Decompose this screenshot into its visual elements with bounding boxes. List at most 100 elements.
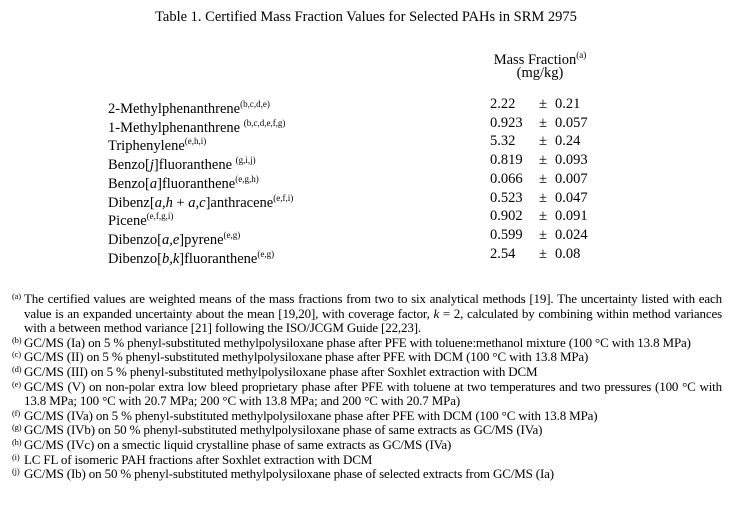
mass-fraction-value: 0.819 [490, 152, 523, 169]
name-segment: Triphenylene [108, 138, 185, 155]
footnote-marks: (b,c,d,e) [240, 99, 270, 109]
footnote-marks: (e,g,h) [235, 173, 259, 184]
plus-minus: ± [539, 152, 547, 169]
mass-fraction-value: 0.599 [490, 226, 523, 243]
name-segment: ]pyrene [179, 231, 224, 248]
plus-minus: ± [539, 208, 547, 225]
footnote: (g) GC/MS (IVb) on 50 % phenyl-substitute… [12, 422, 722, 438]
plus-minus: ± [539, 245, 547, 262]
name-segment: b,k [161, 250, 180, 267]
uncertainty-value: 0.093 [555, 152, 588, 169]
footnote-text: GC/MS (II) on 5 % phenyl-substituted met… [24, 349, 589, 365]
plus-minus: ± [539, 170, 547, 187]
mass-fraction-value: 2.22 [490, 96, 516, 112]
name-segment: a,h [154, 194, 173, 211]
footnote: (a) The certified values are weighted mea… [12, 291, 722, 336]
name-segment: 1-Methylphenanthrene [108, 119, 244, 136]
column-header-unit: (mg/kg) [516, 65, 564, 81]
compound-name: 1-Methylphenanthrene (b,c,d,e,f,g) [108, 114, 285, 138]
footnote-marks: (e,g) [257, 248, 275, 259]
name-segment: Dibenz[ [108, 194, 155, 211]
uncertainty-value: 0.024 [555, 226, 588, 243]
plus-minus: ± [539, 133, 547, 150]
compound-name: Dibenzo[a,e]pyrene(e,g) [108, 226, 240, 250]
table-row: Triphenylene(e,h,i) 5.32 ±0.24 [108, 132, 628, 154]
table-title: Table 1. Certified Mass Fraction Values … [155, 9, 577, 25]
footnote-mark: (e) [12, 378, 21, 389]
footnotes: (a) The certified values are weighted mea… [12, 291, 722, 482]
mass-fraction-value: 5.32 [490, 133, 516, 150]
table-row: 1-Methylphenanthrene (b,c,d,e,f,g) 0.923 ±… [108, 114, 628, 136]
name-segment: Dibenzo[ [108, 231, 162, 248]
table-row: Benzo[a]fluoranthene(e,g,h) 0.066 ±0.007 [108, 170, 628, 192]
name-segment: a,c [188, 194, 206, 211]
name-segment: Picene [108, 213, 147, 230]
table-row: Benzo[j]fluoranthene (g,i,j) 0.819 ±0.093 [108, 151, 628, 173]
name-segment: Benzo[ [108, 175, 150, 192]
footnote-text: GC/MS (Ib) on 50 % phenyl-substituted me… [24, 466, 554, 482]
footnote-text: LC FL of isomeric PAH fractions after So… [24, 451, 373, 467]
uncertainty-value: 0.24 [555, 133, 581, 150]
plus-minus: ± [539, 226, 547, 243]
name-segment: ]fluoranthene [179, 250, 258, 267]
name-segment: ]anthracene [205, 194, 274, 211]
mass-fraction-value: 0.523 [490, 189, 523, 206]
plus-minus: ± [539, 189, 547, 206]
plus-minus: ± [539, 96, 547, 112]
footnote-mark: (d) [12, 363, 22, 374]
name-segment: Benzo[ [108, 156, 150, 173]
footnote: (e) GC/MS (V) on non-polar extra low blee… [12, 378, 722, 409]
footnote-mark: (i) [12, 451, 20, 462]
mass-fraction-value: 0.902 [490, 208, 523, 225]
footnote-text: GC/MS (V) on non-polar extra low bleed p… [24, 378, 722, 409]
header-footnote-mark: (a) [576, 50, 587, 60]
footnote-text: The certified values are weighted means … [24, 291, 722, 336]
table-row: Dibenzo[b,k]fluoranthene(e,g) 2.54 ±0.08 [108, 245, 628, 267]
name-segment: + [172, 194, 189, 211]
compound-name: Benzo[a]fluoranthene(e,g,h) [108, 170, 259, 194]
footnote-text: GC/MS (Ia) on 5 % phenyl-substituted met… [24, 334, 691, 350]
footnote-text: GC/MS (III) on 5 % phenyl-substituted me… [24, 363, 538, 379]
footnote-marks: (e,h,i) [184, 136, 207, 147]
table-row: 2-Methylphenanthrene(b,c,d,e) 2.22 ±0.21 [108, 95, 628, 117]
footnote: (f) GC/MS (IVa) on 5 % phenyl-substituted… [12, 407, 722, 424]
footnote: (h) GC/MS (IVc) on a smectic liquid cryst… [12, 436, 722, 453]
header-label: Mass Fraction [493, 51, 577, 68]
footnote-mark: (j) [12, 466, 20, 477]
footnote: (c) GC/MS (II) on 5 % phenyl-substituted … [12, 349, 722, 365]
name-segment: j [149, 156, 154, 173]
column-header-mass-fraction: Mass Fraction(a) [470, 46, 610, 69]
compound-name: Dibenz[a,h + a,c]anthracene(e,f,i) [108, 189, 293, 213]
compound-name: Dibenzo[b,k]fluoranthene(e,g) [108, 245, 274, 269]
footnote-text: GC/MS (IVb) on 50 % phenyl-substituted m… [24, 422, 543, 438]
name-segment: 2-Methylphenanthrene [108, 100, 241, 117]
plus-minus: ± [539, 114, 547, 131]
name-segment: Dibenzo[ [108, 250, 162, 267]
compound-name: 2-Methylphenanthrene(b,c,d,e) [108, 95, 270, 119]
footnote-mark: (a) [12, 291, 21, 301]
uncertainty-value: 0.057 [555, 114, 588, 131]
compound-name: Benzo[j]fluoranthene (g,i,j) [108, 151, 256, 175]
footnote-marks: (e,g) [223, 229, 241, 240]
table-row: Picene(e,f,g,i) 0.902 ±0.091 [108, 207, 628, 229]
compound-name: Picene(e,f,g,i) [108, 207, 173, 231]
footnote-mark: (f) [12, 407, 21, 418]
footnote: (b) GC/MS (Ia) on 5 % phenyl-substituted … [12, 334, 722, 351]
footnote: (d) GC/MS (III) on 5 % phenyl-substituted… [12, 363, 722, 380]
footnote-text: GC/MS (IVc) on a smectic liquid crystall… [24, 436, 452, 452]
table-row: Dibenz[a,h + a,c]anthracene(e,f,i) 0.523 ±… [108, 189, 628, 211]
name-segment: ]fluoranthene [157, 175, 236, 192]
compound-name: Triphenylene(e,h,i) [108, 132, 206, 156]
footnote-marks: (e,f,g,i) [146, 211, 174, 222]
footnote-mark: (h) [12, 436, 22, 447]
footnote-marks: (e,f,i) [273, 192, 294, 203]
footnote: (j) GC/MS (Ib) on 50 % phenyl-substituted… [12, 466, 722, 482]
italic-k: k [433, 305, 440, 321]
uncertainty-value: 0.007 [555, 170, 588, 187]
footnote-text: GC/MS (IVa) on 5 % phenyl-substituted me… [24, 407, 598, 423]
footnote-mark: (c) [12, 349, 21, 360]
mass-fraction-value: 2.54 [490, 245, 516, 262]
footnote-mark: (b) [12, 334, 22, 345]
uncertainty-value: 0.08 [555, 245, 581, 262]
uncertainty-value: 0.047 [555, 189, 588, 206]
